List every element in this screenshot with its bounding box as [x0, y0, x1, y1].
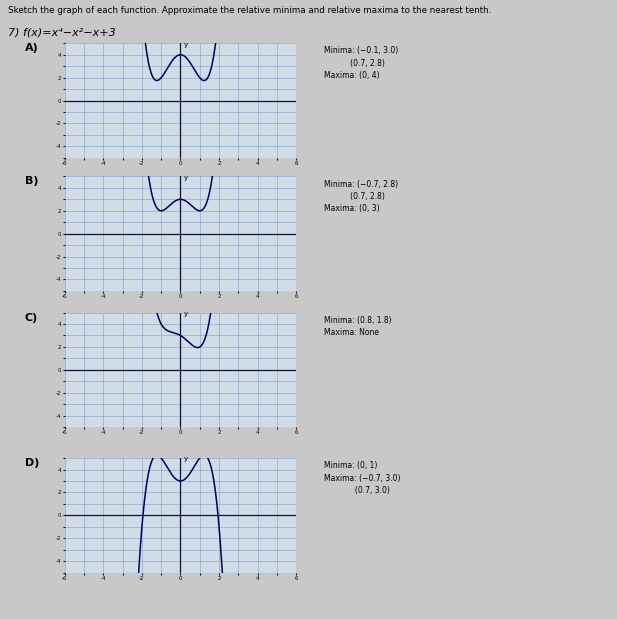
Text: Minima: (−0.7, 2.8): Minima: (−0.7, 2.8) — [324, 180, 398, 189]
Text: 7) f(x)=x⁴−x²−x+3: 7) f(x)=x⁴−x²−x+3 — [8, 28, 116, 38]
Text: (0.7, 2.8): (0.7, 2.8) — [324, 59, 385, 68]
Text: y: y — [184, 311, 188, 317]
Text: y: y — [184, 456, 188, 462]
Text: Maxima: None: Maxima: None — [324, 328, 379, 337]
Text: A): A) — [25, 43, 38, 53]
Text: Maxima: (0, 4): Maxima: (0, 4) — [324, 71, 379, 80]
Text: y: y — [184, 175, 188, 181]
Text: C): C) — [25, 313, 38, 322]
Text: y: y — [184, 41, 188, 48]
Text: (0.7, 3.0): (0.7, 3.0) — [324, 486, 390, 495]
Text: Maxima: (−0.7, 3.0): Maxima: (−0.7, 3.0) — [324, 474, 400, 483]
Text: Sketch the graph of each function. Approximate the relative minima and relative : Sketch the graph of each function. Appro… — [8, 6, 491, 15]
Text: Minima: (0, 1): Minima: (0, 1) — [324, 461, 378, 470]
Text: D): D) — [25, 458, 39, 468]
Text: B): B) — [25, 176, 38, 186]
Text: Minima: (−0.1, 3.0): Minima: (−0.1, 3.0) — [324, 46, 398, 56]
Text: Minima: (0.8, 1.8): Minima: (0.8, 1.8) — [324, 316, 392, 325]
Text: Maxima: (0, 3): Maxima: (0, 3) — [324, 204, 379, 214]
Text: (0.7, 2.8): (0.7, 2.8) — [324, 192, 385, 201]
